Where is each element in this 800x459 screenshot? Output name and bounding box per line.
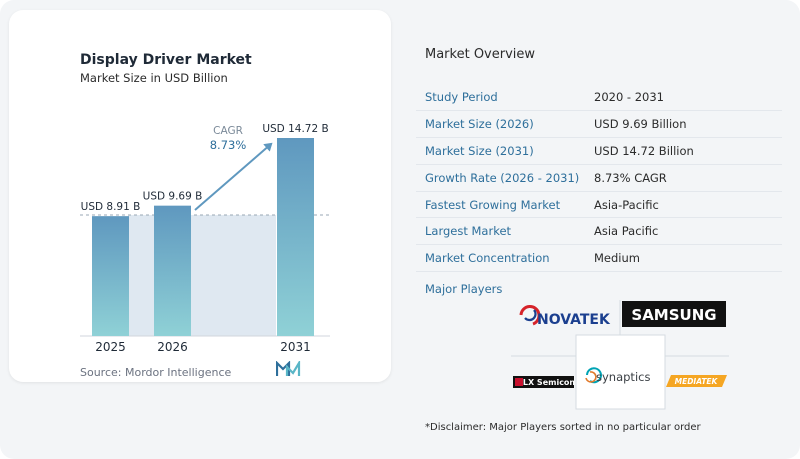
major-players-label: Major Players (425, 282, 503, 296)
cagr-value: 8.73% (210, 138, 247, 152)
table-row: Largest Market Asia Pacific (416, 217, 782, 246)
row-label: Fastest Growing Market (416, 191, 586, 219)
mediatek-logo: MEDIATEK (666, 375, 727, 387)
overview-title: Market Overview (425, 47, 536, 62)
data-label-2031: USD 14.72 B (262, 123, 328, 135)
table-row: Market Size (2026) USD 9.69 Billion (416, 110, 782, 139)
row-label: Market Size (2031) (416, 137, 586, 165)
row-value: 2020 - 2031 (586, 84, 782, 112)
row-label: Study Period (416, 84, 586, 112)
source-note: Source: Mordor Intelligence (80, 366, 232, 379)
chart-subtitle: Market Size in USD Billion (80, 71, 228, 85)
row-label: Market Concentration (416, 244, 586, 273)
samsung-logo: SAMSUNG (622, 301, 726, 327)
table-row: Market Concentration Medium (416, 244, 782, 273)
x-tick-label-2026: 2026 (157, 340, 188, 354)
table-row: Fastest Growing Market Asia-Pacific (416, 191, 782, 219)
row-value: 8.73% CAGR (586, 164, 782, 192)
svg-text:LX Semicon: LX Semicon (523, 378, 576, 387)
bar-2031 (277, 138, 314, 336)
overview-table: Study Period 2020 - 2031 Market Size (202… (416, 84, 782, 273)
lx-semicon-logo: LX Semicon (513, 376, 575, 388)
svg-text:synaptics: synaptics (596, 370, 650, 384)
data-label-2026: USD 9.69 B (143, 191, 203, 203)
bar-2026 (154, 205, 191, 336)
table-row: Growth Rate (2026 - 2031) 8.73% CAGR (416, 164, 782, 192)
x-tick-label-2031: 2031 (280, 340, 311, 354)
chart-title: Display Driver Market (80, 52, 252, 68)
synaptics-logo: synaptics (585, 367, 650, 384)
bar-2025 (92, 216, 129, 336)
table-row: Study Period 2020 - 2031 (416, 84, 782, 112)
row-value: Medium (586, 244, 782, 273)
cagr-label: CAGR (213, 125, 243, 137)
row-label: Market Size (2026) (416, 110, 586, 139)
row-value: USD 14.72 Billion (586, 137, 782, 165)
row-label: Growth Rate (2026 - 2031) (416, 164, 586, 192)
row-value: Asia-Pacific (586, 191, 782, 219)
novatek-logo: NOVATEK (519, 305, 611, 328)
svg-text:SAMSUNG: SAMSUNG (631, 306, 716, 324)
svg-text:MEDIATEK: MEDIATEK (675, 377, 719, 386)
disclaimer-text: *Disclaimer: Major Players sorted in no … (425, 422, 701, 433)
svg-text:NOVATEK: NOVATEK (537, 312, 611, 328)
x-tick-label-2025: 2025 (95, 340, 126, 354)
shaded-region (128, 215, 276, 336)
cagr-arrow (194, 142, 273, 211)
table-row: Market Size (2031) USD 14.72 Billion (416, 137, 782, 165)
data-label-2025: USD 8.91 B (81, 201, 141, 213)
row-value: Asia Pacific (586, 217, 782, 246)
row-label: Largest Market (416, 217, 586, 246)
row-value: USD 9.69 Billion (586, 110, 782, 139)
mordor-logo-icon (276, 361, 301, 376)
